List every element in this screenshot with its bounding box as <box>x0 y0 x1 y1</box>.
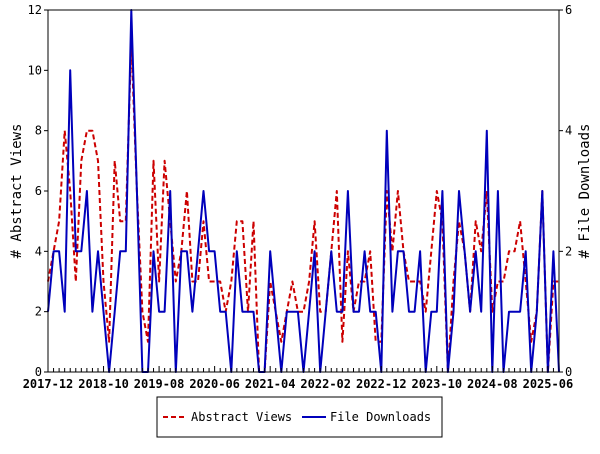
x-tick-label: 2023-10 <box>412 377 463 391</box>
x-tick-label: 2024-08 <box>467 377 518 391</box>
series-line-file-downloads <box>48 10 559 372</box>
legend-label-file-downloads: File Downloads <box>330 410 431 424</box>
x-tick-label: 2021-04 <box>245 377 296 391</box>
y-tick-label: 8 <box>35 124 42 138</box>
x-tick-label: 2018-10 <box>78 377 129 391</box>
legend-label-abstract-views: Abstract Views <box>191 410 292 424</box>
plot-frame <box>48 10 559 372</box>
y2-tick-label: 4 <box>565 124 572 138</box>
y-tick-label: 6 <box>35 184 42 198</box>
x-tick-label: 2017-12 <box>23 377 74 391</box>
x-tick-label: 2025-06 <box>523 377 574 391</box>
y2-tick-label: 2 <box>565 244 572 258</box>
y-tick-label: 2 <box>35 305 42 319</box>
y2-tick-label: 6 <box>565 3 572 17</box>
y-axis-label: # Abstract Views <box>9 124 25 259</box>
y2-axis-label: # File Downloads <box>577 124 593 259</box>
legend: Abstract Views File Downloads <box>157 397 442 437</box>
x-tick-label: 2020-06 <box>189 377 240 391</box>
y-tick-label: 10 <box>28 63 42 77</box>
chart-marks <box>48 10 559 372</box>
y-tick-label: 4 <box>35 244 42 258</box>
x-tick-label: 2022-12 <box>356 377 407 391</box>
series-line-abstract-views <box>48 40 559 372</box>
x-tick-label: 2019-08 <box>134 377 185 391</box>
x-tick-label: 2022-02 <box>300 377 351 391</box>
y-tick-label: 12 <box>28 3 42 17</box>
